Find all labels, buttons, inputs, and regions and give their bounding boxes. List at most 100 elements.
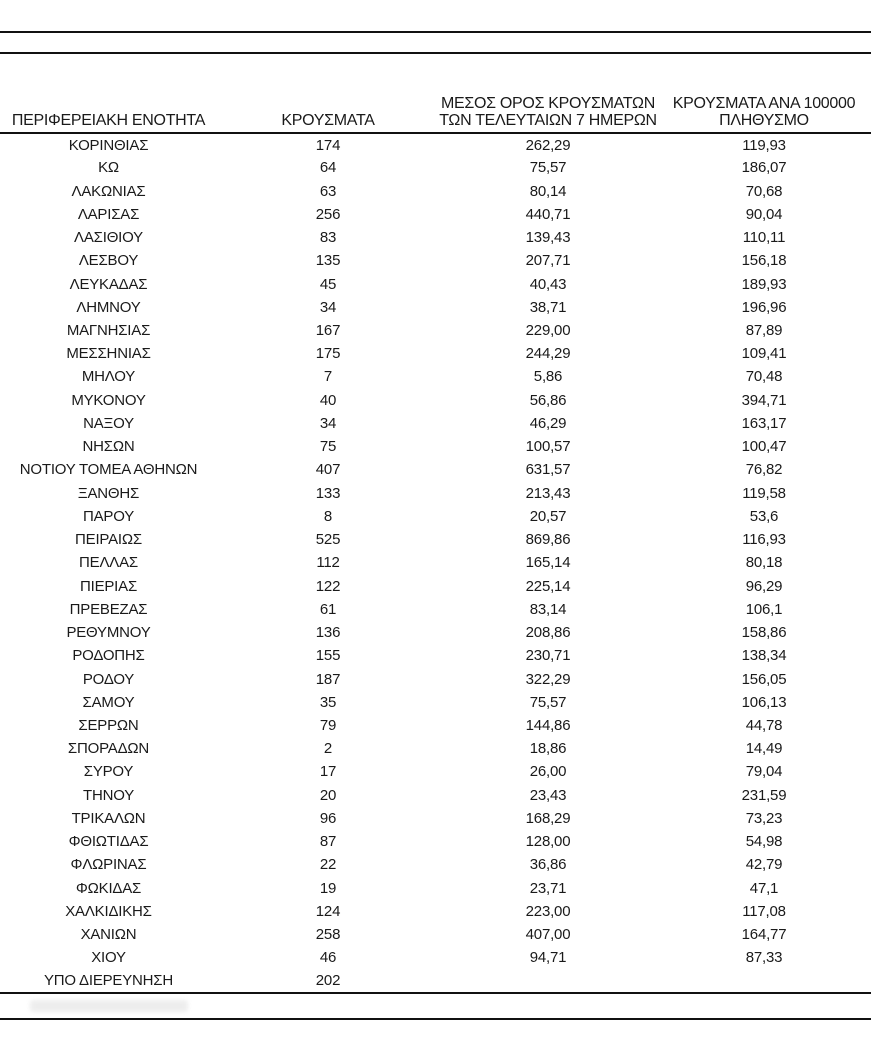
- table-cell: ΛΑΡΙΣΑΣ: [77, 205, 140, 223]
- table-row: ΠΕΛΛΑΣ 112 165,14 80,18: [0, 551, 871, 574]
- table-cell: ΞΑΝΘΗΣ: [77, 484, 140, 502]
- table-row: ΝΗΣΩΝ 75 100,57 100,47: [0, 435, 871, 458]
- table-cell: 42,79: [745, 856, 783, 874]
- top-rule-2: [0, 52, 871, 54]
- table-cell: 109,41: [741, 345, 787, 363]
- table-cell: 23,43: [529, 786, 567, 804]
- table-cell: 394,71: [741, 391, 787, 409]
- table-cell: 40: [319, 391, 337, 409]
- column-header-regional-unit: ΠΕΡΙΦΕΡΕΙΑΚΗ ΕΝΟΤΗΤΑ: [0, 86, 217, 133]
- table-cell: 75: [319, 438, 337, 456]
- table-row: ΣΠΟΡΑΔΩΝ 2 18,86 14,49: [0, 737, 871, 760]
- table-cell: ΣΑΜΟΥ: [82, 693, 135, 711]
- table-cell: 54,98: [745, 833, 783, 851]
- table-row: ΛΑΚΩΝΙΑΣ 63 80,14 70,68: [0, 179, 871, 202]
- table-row: ΦΩΚΙΔΑΣ 19 23,71 47,1: [0, 877, 871, 900]
- table-cell: 164,77: [741, 926, 787, 944]
- table-row: ΠΑΡΟΥ 8 20,57 53,6: [0, 505, 871, 528]
- table-cell: 196,96: [741, 298, 787, 316]
- table-cell: 53,6: [749, 507, 779, 525]
- table-cell: 5,86: [533, 368, 563, 386]
- table-cell: 202: [315, 972, 341, 990]
- table-cell: ΠΕΙΡΑΙΩΣ: [75, 531, 142, 549]
- table-cell: 26,00: [529, 763, 567, 781]
- table-row: ΞΑΝΘΗΣ 133 213,43 119,58: [0, 482, 871, 505]
- table-cell: 70,68: [745, 182, 783, 200]
- table-row: ΧΑΝΙΩΝ 258 407,00 164,77: [0, 923, 871, 946]
- table-cell: ΧΙΟΥ: [91, 949, 126, 967]
- table-cell: ΚΟΡΙΝΘΙΑΣ: [68, 136, 149, 154]
- table-row: ΡΟΔΟΥ 187 322,29 156,05: [0, 667, 871, 690]
- regional-cases-table: ΠΕΡΙΦΕΡΕΙΑΚΗ ΕΝΟΤΗΤΑ ΚΡΟΥΣΜΑΤΑ ΜΕΣΟΣ ΟΡΟ…: [0, 86, 871, 994]
- table-cell: ΜΕΣΣΗΝΙΑΣ: [66, 345, 151, 363]
- table-cell: ΛΑΚΩΝΙΑΣ: [71, 182, 146, 200]
- column-header-label: ΠΕΡΙΦΕΡΕΙΑΚΗ ΕΝΟΤΗΤΑ: [11, 112, 206, 129]
- table-cell: 136: [315, 624, 341, 642]
- table-cell: ΥΠΟ ΔΙΕΡΕΥΝΗΣΗ: [43, 972, 174, 990]
- table-cell: 63: [319, 182, 337, 200]
- column-header-avg-7-days: ΜΕΣΟΣ ΟΡΟΣ ΚΡΟΥΣΜΑΤΩΝ ΤΩΝ ΤΕΛΕΥΤΑΙΩΝ 7 Η…: [439, 86, 657, 133]
- table-cell: ΤΡΙΚΑΛΩΝ: [71, 809, 146, 827]
- table-cell: 90,04: [745, 205, 783, 223]
- table-cell: 156,18: [741, 252, 787, 270]
- table-cell: 229,00: [525, 321, 571, 339]
- table-cell: 100,47: [741, 438, 787, 456]
- table-cell: 96: [319, 809, 337, 827]
- table-cell: 20,57: [529, 507, 567, 525]
- table-cell: 79,04: [745, 763, 783, 781]
- table-row: ΣΕΡΡΩΝ 79 144,86 44,78: [0, 714, 871, 737]
- table-row: ΜΑΓΝΗΣΙΑΣ 167 229,00 87,89: [0, 319, 871, 342]
- table-cell: 17: [319, 763, 337, 781]
- table-body: ΚΟΡΙΝΘΙΑΣ 174 262,29 119,93 ΚΩ 64 75,57 186,07 Λ…: [0, 133, 871, 993]
- table-cell: 128,00: [525, 833, 571, 851]
- table-cell: ΛΕΣΒΟΥ: [78, 252, 139, 270]
- table-cell: 122: [315, 577, 341, 595]
- table-cell: 244,29: [525, 345, 571, 363]
- table-cell: 116,93: [742, 531, 786, 549]
- table-row: ΝΟΤΙΟΥ ΤΟΜΕΑ ΑΘΗΝΩΝ 407 631,57 76,82: [0, 458, 871, 481]
- table-cell: ΚΩ: [98, 159, 119, 177]
- table-cell: 46: [319, 949, 337, 967]
- table-cell: 231,59: [741, 786, 787, 804]
- table-row: ΜΕΣΣΗΝΙΑΣ 175 244,29 109,41: [0, 342, 871, 365]
- table-cell: 407: [315, 461, 341, 479]
- column-header-cases: ΚΡΟΥΣΜΑΤΑ: [217, 86, 439, 133]
- table-row: ΛΕΣΒΟΥ 135 207,71 156,18: [0, 249, 871, 272]
- table-cell: ΡΕΘΥΜΝΟΥ: [66, 624, 151, 642]
- table-cell: 2: [323, 740, 333, 758]
- top-rule-1: [0, 31, 871, 33]
- column-header-label-line1: ΚΡΟΥΣΜΑΤΑ ΑΝΑ 100000: [672, 95, 856, 112]
- table-cell: 70,48: [745, 368, 783, 386]
- table-cell: 138,34: [741, 647, 787, 665]
- table-row: ΣΥΡΟΥ 17 26,00 79,04: [0, 760, 871, 783]
- table-cell: 35: [319, 693, 337, 711]
- table-row: ΚΟΡΙΝΘΙΑΣ 174 262,29 119,93: [0, 133, 871, 156]
- table-cell: ΝΗΣΩΝ: [82, 438, 135, 456]
- table-cell: 167: [315, 321, 341, 339]
- table-cell: 61: [319, 600, 337, 618]
- table-cell: 168,29: [525, 809, 571, 827]
- column-header-label-line2: ΤΩΝ ΤΕΛΕΥΤΑΙΩΝ 7 ΗΜΕΡΩΝ: [439, 112, 657, 129]
- table-row: ΧΙΟΥ 46 94,71 87,33: [0, 946, 871, 969]
- table-cell: 8: [323, 507, 333, 525]
- table-cell: ΠΕΛΛΑΣ: [79, 554, 138, 572]
- table-cell: 38,71: [529, 298, 567, 316]
- table-cell: 258: [315, 926, 341, 944]
- table-cell: [657, 969, 871, 992]
- table-cell: 18,86: [529, 740, 567, 758]
- table-cell: ΠΑΡΟΥ: [82, 507, 135, 525]
- table-cell: 23,71: [529, 879, 567, 897]
- table-cell: 119,93: [742, 136, 786, 154]
- table-cell: 36,86: [529, 856, 567, 874]
- table-cell: 175: [315, 345, 341, 363]
- table-row: ΛΑΡΙΣΑΣ 256 440,71 90,04: [0, 203, 871, 226]
- table-cell: 75,57: [529, 159, 567, 177]
- table-cell: 124: [315, 902, 341, 920]
- table-cell: 110,11: [742, 229, 786, 247]
- table-cell: 119,58: [742, 484, 786, 502]
- table-cell: ΜΑΓΝΗΣΙΑΣ: [66, 321, 151, 339]
- table-cell: 208,86: [525, 624, 571, 642]
- table-cell: 213,43: [525, 484, 571, 502]
- table-cell: 46,29: [529, 414, 567, 432]
- table-cell: 19: [319, 879, 337, 897]
